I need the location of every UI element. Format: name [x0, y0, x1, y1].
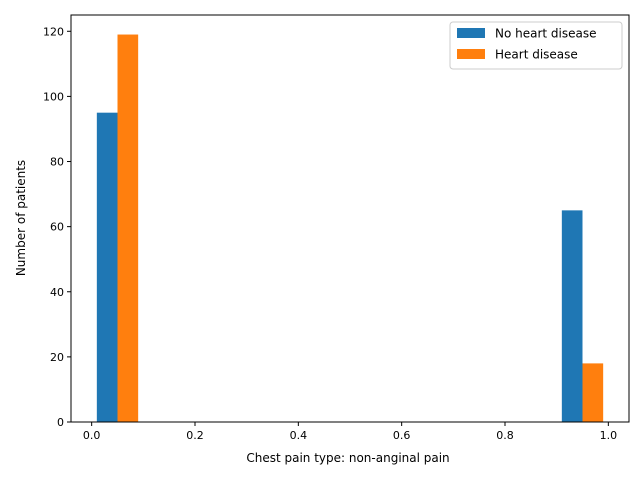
- bar-heart-disease-0: [117, 34, 139, 422]
- x-axis-label: Chest pain type: non-anginal pain: [246, 451, 449, 465]
- y-tick-label: 80: [50, 156, 64, 169]
- bar-no-heart-disease-0: [96, 112, 118, 423]
- y-tick-label: 100: [43, 90, 64, 103]
- x-tick-label: 1.0: [600, 429, 618, 442]
- plot-frame: [70, 14, 630, 423]
- legend-swatch-heart-disease: [457, 49, 485, 59]
- y-tick-label: 120: [43, 25, 64, 38]
- legend-label-no-heart-disease: No heart disease: [495, 27, 597, 41]
- legend-label-heart-disease: Heart disease: [495, 48, 578, 62]
- y-tick-label: 0: [57, 416, 64, 429]
- x-tick-label: 0.6: [393, 429, 411, 442]
- y-tick-label: 20: [50, 351, 64, 364]
- x-tick-label: 0.8: [496, 429, 514, 442]
- legend-box: [449, 21, 623, 70]
- y-axis-ticks: 0 20 40 60 80 100 120: [43, 25, 71, 429]
- x-tick-label: 0.2: [186, 429, 204, 442]
- bars-layer: [96, 34, 604, 423]
- x-tick-label: 0.0: [83, 429, 101, 442]
- x-axis-ticks: 0.0 0.2 0.4 0.6 0.8 1.0: [83, 422, 617, 442]
- y-axis-label: Number of patients: [14, 160, 28, 276]
- x-tick-label: 0.4: [290, 429, 308, 442]
- legend: No heart disease Heart disease: [449, 21, 623, 70]
- y-tick-label: 60: [50, 221, 64, 234]
- y-tick-label: 40: [50, 286, 64, 299]
- legend-swatch-no-heart-disease: [457, 28, 485, 38]
- bar-heart-disease-1: [582, 363, 604, 422]
- bar-no-heart-disease-1: [561, 210, 583, 422]
